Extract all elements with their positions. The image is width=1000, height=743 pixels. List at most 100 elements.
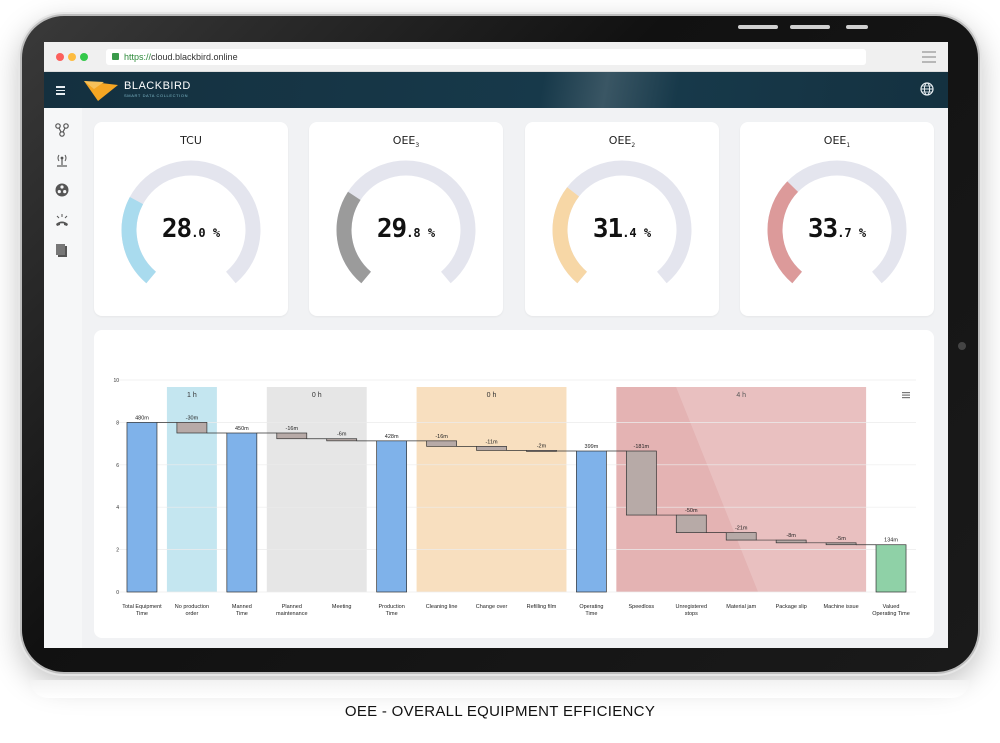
gauge-card: OEE1 33.7 % bbox=[740, 122, 934, 316]
bar-total bbox=[376, 440, 408, 593]
band-label: 4 h bbox=[736, 392, 746, 399]
sidebar bbox=[44, 108, 82, 648]
bar-final bbox=[875, 544, 907, 593]
x-tick-label: Cleaning line bbox=[426, 604, 458, 610]
x-tick-label: Manned bbox=[232, 604, 252, 610]
x-tick-label: Valued bbox=[883, 604, 900, 610]
gauge-title-text: OEE bbox=[823, 134, 847, 147]
gauge-fill bbox=[552, 187, 588, 284]
gauge-title-subscript: 3 bbox=[415, 142, 420, 150]
x-tick-label: Operating bbox=[579, 604, 603, 610]
gauge-value-dec: .8 bbox=[406, 226, 421, 240]
antenna-icon[interactable] bbox=[54, 152, 70, 168]
band-label: 1 h bbox=[187, 392, 197, 399]
bar-loss bbox=[176, 422, 208, 434]
bar-loss bbox=[775, 539, 807, 544]
x-tick-label: stops bbox=[685, 611, 698, 617]
gauge-title-subscript: 1 bbox=[846, 142, 851, 150]
y-tick-label: 10 bbox=[113, 378, 119, 384]
bar-data-label: -21m bbox=[735, 526, 748, 532]
gauge-value-int: 33 bbox=[807, 214, 838, 244]
y-tick-label: 8 bbox=[116, 420, 119, 426]
gauge-value-unit: % bbox=[851, 226, 867, 240]
bar-data-label: -16m bbox=[435, 434, 448, 440]
x-tick-label: Time bbox=[386, 611, 398, 617]
x-tick-label: Total Equipment bbox=[122, 604, 162, 610]
bar-loss bbox=[526, 450, 557, 452]
band-label: 0 h bbox=[487, 392, 497, 399]
gauge-fill bbox=[121, 196, 157, 284]
radiation-icon[interactable] bbox=[54, 182, 70, 198]
volume-button bbox=[738, 25, 778, 29]
blackbird-logo-icon bbox=[84, 81, 118, 101]
gauge-title-subscript: 2 bbox=[631, 142, 636, 150]
x-tick-label: order bbox=[185, 611, 198, 617]
camera-dot bbox=[958, 342, 966, 350]
bar-data-label: 450m bbox=[235, 426, 249, 432]
x-tick-label: maintenance bbox=[276, 611, 308, 617]
x-tick-label: Operating Time bbox=[872, 611, 910, 617]
screen: https://cloud.blackbird.online BLACKBIRD… bbox=[44, 42, 948, 648]
gauge-title-text: OEE bbox=[608, 134, 632, 147]
y-tick-label: 6 bbox=[116, 463, 119, 469]
bar-data-label: 399m bbox=[585, 444, 599, 450]
chart-band bbox=[416, 387, 567, 592]
x-tick-label: Meeting bbox=[332, 604, 352, 610]
bar-total bbox=[126, 422, 158, 593]
bar-loss bbox=[476, 446, 507, 451]
chart-band bbox=[616, 387, 867, 592]
url-field[interactable]: https://cloud.blackbird.online bbox=[106, 49, 866, 65]
chart-band bbox=[166, 387, 217, 592]
caption: OEE - OVERALL EQUIPMENT EFFICIENCY bbox=[344, 703, 656, 720]
network-icon[interactable] bbox=[54, 122, 70, 138]
hamburger-icon[interactable] bbox=[56, 86, 65, 97]
gauge-value-unit: % bbox=[420, 226, 436, 240]
bar-loss bbox=[675, 514, 707, 533]
gauge-value-dec: .4 bbox=[622, 226, 637, 240]
x-tick-label: Change over bbox=[476, 604, 508, 610]
app-header: BLACKBIRD SMART DATA COLLECTION bbox=[44, 72, 948, 108]
document-icon[interactable] bbox=[54, 242, 70, 258]
url-scheme: https:// bbox=[124, 52, 152, 62]
volume-button bbox=[790, 25, 830, 29]
bar-loss bbox=[625, 450, 657, 516]
bar-loss bbox=[725, 532, 757, 541]
gauge-title: OEE1 bbox=[740, 134, 934, 149]
browser-bar: https://cloud.blackbird.online bbox=[44, 42, 948, 72]
chart-menu-icon bbox=[902, 394, 910, 396]
x-tick-label: Production bbox=[379, 604, 405, 610]
globe-icon[interactable] bbox=[920, 82, 934, 96]
brand-subtitle: SMART DATA COLLECTION bbox=[124, 93, 189, 98]
band-label: 0 h bbox=[312, 392, 322, 399]
chart-band bbox=[266, 387, 367, 592]
gauge-title-text: OEE bbox=[392, 134, 416, 147]
gauge-value: 31.4 % bbox=[525, 214, 719, 244]
x-tick-label: Time bbox=[136, 611, 148, 617]
gauge-value-int: 29 bbox=[376, 214, 407, 244]
gauge-value-int: 28 bbox=[161, 214, 192, 244]
chart-menu-icon bbox=[902, 397, 910, 399]
gauge-value-int: 31 bbox=[592, 214, 623, 244]
minimize-dot[interactable] bbox=[68, 53, 76, 61]
close-dot[interactable] bbox=[56, 53, 64, 61]
x-tick-label: Time bbox=[236, 611, 248, 617]
url-host: cloud.blackbird.online bbox=[151, 52, 238, 62]
gauge-fill bbox=[767, 181, 803, 284]
maximize-dot[interactable] bbox=[80, 53, 88, 61]
bar-data-label: -6m bbox=[337, 432, 347, 438]
phone-alarm-icon[interactable] bbox=[54, 212, 70, 228]
gauge-value: 29.8 % bbox=[309, 214, 503, 244]
oee-waterfall-chart: 1 h 0 h 0 h 4 h 0 2 4 6 8 10 480m -30m 450m -16m -6m 42… bbox=[113, 378, 916, 617]
bar-data-label: -181m bbox=[634, 444, 650, 450]
bar-total bbox=[226, 432, 258, 593]
gauge-value-dec: .7 bbox=[837, 226, 852, 240]
x-tick-label: Planned bbox=[282, 604, 302, 610]
power-button bbox=[846, 25, 868, 29]
bar-loss bbox=[825, 542, 857, 546]
gauge-title: TCU bbox=[94, 134, 288, 147]
gauge-title: OEE3 bbox=[309, 134, 503, 149]
bar-data-label: -2m bbox=[537, 443, 547, 449]
gauge-card: OEE2 31.4 % bbox=[525, 122, 719, 316]
x-tick-label: Material jam bbox=[726, 604, 756, 610]
browser-menu-icon[interactable] bbox=[922, 51, 936, 66]
